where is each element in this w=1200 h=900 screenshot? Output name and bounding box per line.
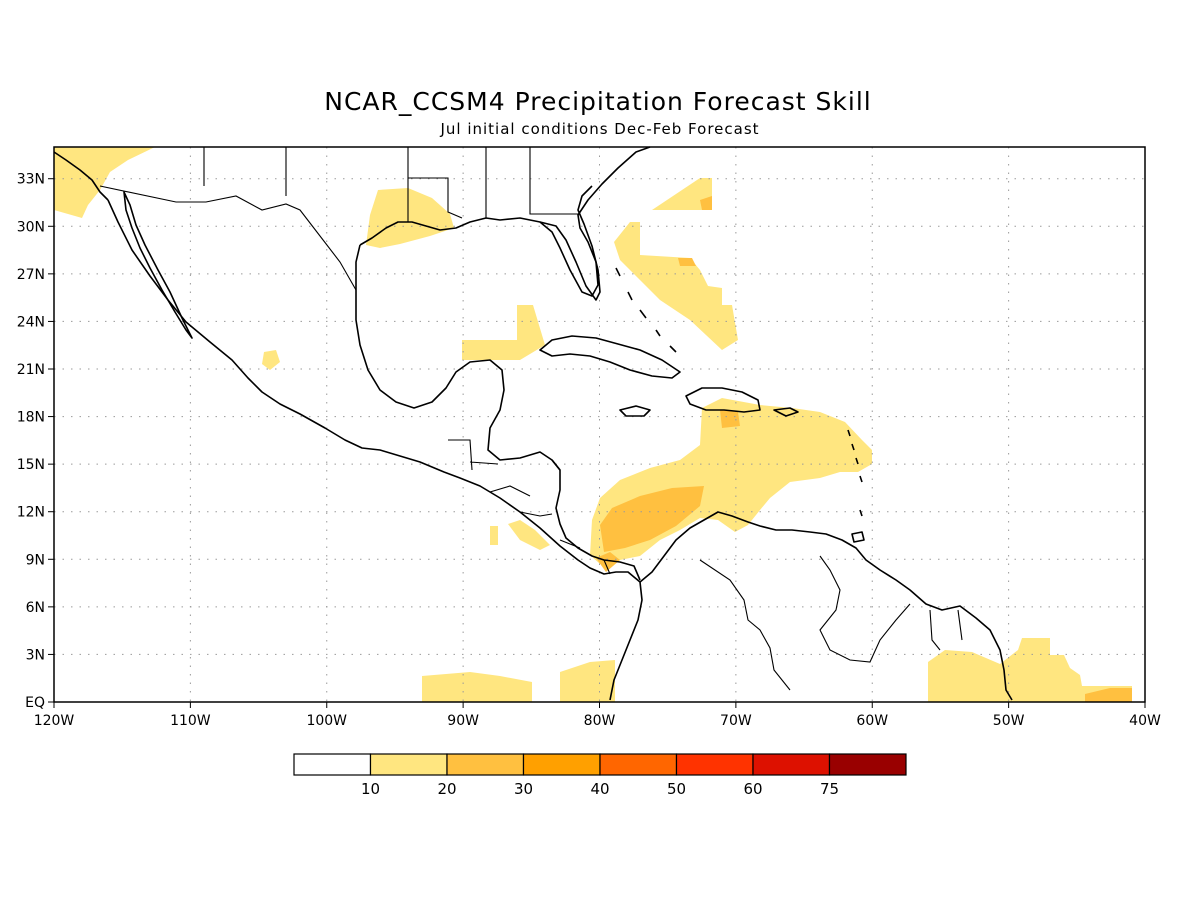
colorbar-swatch	[752, 753, 831, 776]
colorbar-swatch	[599, 753, 678, 776]
y-tick-label: 12N	[17, 505, 45, 521]
skill-region-guianas	[928, 638, 1132, 702]
colorbar-tick-label: 40	[590, 780, 609, 798]
x-tick-label: 80W	[584, 713, 616, 729]
coast-puerto-rico	[773, 407, 799, 417]
colorbar-swatch	[522, 753, 601, 776]
skill-region-gulf-coast	[366, 188, 454, 248]
x-tick-label: 60W	[856, 713, 888, 729]
y-tick-label: 3N	[26, 647, 45, 663]
coast-trinidad	[851, 531, 865, 543]
skill-region-pacific-small	[490, 526, 498, 545]
border-us-mexico	[99, 185, 357, 291]
coast-mexico-gulf	[355, 244, 561, 471]
map-title: NCAR_CCSM4 Precipitation Forecast Skill	[324, 87, 871, 116]
skill-region-atlantic-inner	[678, 258, 696, 266]
skill-region-eq-atlantic-core	[1085, 688, 1132, 702]
y-tick-label: 6N	[26, 600, 45, 616]
x-tick-labels: 120W 110W 100W 90W 80W 70W 60W 50W 40W	[34, 702, 1161, 729]
coast-bahamas	[615, 267, 677, 353]
coast-california	[53, 151, 109, 201]
x-tick-label: 120W	[34, 713, 75, 729]
x-tick-label: 90W	[447, 713, 479, 729]
colorbar-swatch	[369, 753, 448, 776]
border-central-america	[448, 439, 611, 575]
coast-florida	[539, 185, 601, 301]
colorbar-swatch	[293, 753, 372, 776]
y-tick-label: 33N	[17, 172, 45, 188]
coast-baja	[123, 191, 193, 339]
x-tick-label: 40W	[1129, 713, 1161, 729]
y-tick-label: 21N	[17, 362, 45, 378]
y-tick-label: 24N	[17, 314, 45, 330]
y-tick-label: 30N	[17, 219, 45, 235]
coastlines	[53, 146, 1013, 701]
coast-central-america-caribbean	[551, 459, 641, 581]
skill-region-caribbean-core	[600, 486, 704, 552]
skill-region-nw-mexico	[54, 147, 155, 218]
skill-region-gulf-patch	[462, 305, 545, 360]
skill-region-atlantic-inner2	[700, 196, 712, 210]
skill-region-mexico-spot	[262, 350, 280, 370]
political-borders	[99, 147, 963, 691]
colorbar-tick-label: 75	[820, 780, 839, 798]
colorbar-tick-label: 30	[514, 780, 533, 798]
colorbar-tick-label: 10	[361, 780, 380, 798]
skill-region-atlantic-bahamas	[614, 222, 738, 350]
skill-region-epac-1	[422, 672, 532, 702]
colorbar-tick-label: 20	[437, 780, 456, 798]
border-south-america	[699, 555, 963, 691]
coast-hispaniola	[685, 387, 761, 413]
map-frame	[53, 146, 1146, 703]
coast-gulf	[359, 146, 651, 297]
skill-shading	[54, 147, 1132, 702]
coast-mexico-pacific	[107, 199, 643, 701]
skill-region-pacific-costa-rica	[508, 520, 550, 550]
x-tick-label: 50W	[993, 713, 1025, 729]
coast-lesser-antilles	[847, 429, 863, 517]
colorbar-tick-label: 60	[743, 780, 762, 798]
coast-jamaica	[619, 405, 651, 417]
colorbar: 10 20 30 40 50 60 75	[293, 753, 907, 798]
y-tick-label: 27N	[17, 267, 45, 283]
x-tick-label: 70W	[720, 713, 752, 729]
skill-region-atlantic-florida	[652, 178, 712, 210]
skill-region-hispaniola	[720, 410, 740, 428]
skill-region-epac-2	[560, 660, 615, 702]
border-us-states	[203, 147, 578, 222]
y-tick-labels: EQ 3N 6N 9N 12N 15N 18N 21N 24N 27N 30N 33N	[17, 172, 54, 711]
x-tick-label: 100W	[306, 713, 347, 729]
coast-cuba	[539, 335, 681, 379]
y-tick-label: 18N	[17, 410, 45, 426]
y-tick-label: 9N	[26, 552, 45, 568]
colorbar-swatch	[446, 753, 525, 776]
skill-region-panama	[596, 552, 620, 572]
colorbar-tick-label: 50	[667, 780, 686, 798]
x-tick-label: 110W	[170, 713, 211, 729]
coast-south-america	[639, 511, 1013, 701]
y-tick-label: 15N	[17, 457, 45, 473]
colorbar-swatch	[828, 753, 907, 776]
y-tick-label: EQ	[25, 695, 45, 711]
map-subtitle: Jul initial conditions Dec-Feb Forecast	[439, 120, 759, 138]
grid-lines	[54, 147, 1145, 702]
colorbar-swatch	[675, 753, 754, 776]
